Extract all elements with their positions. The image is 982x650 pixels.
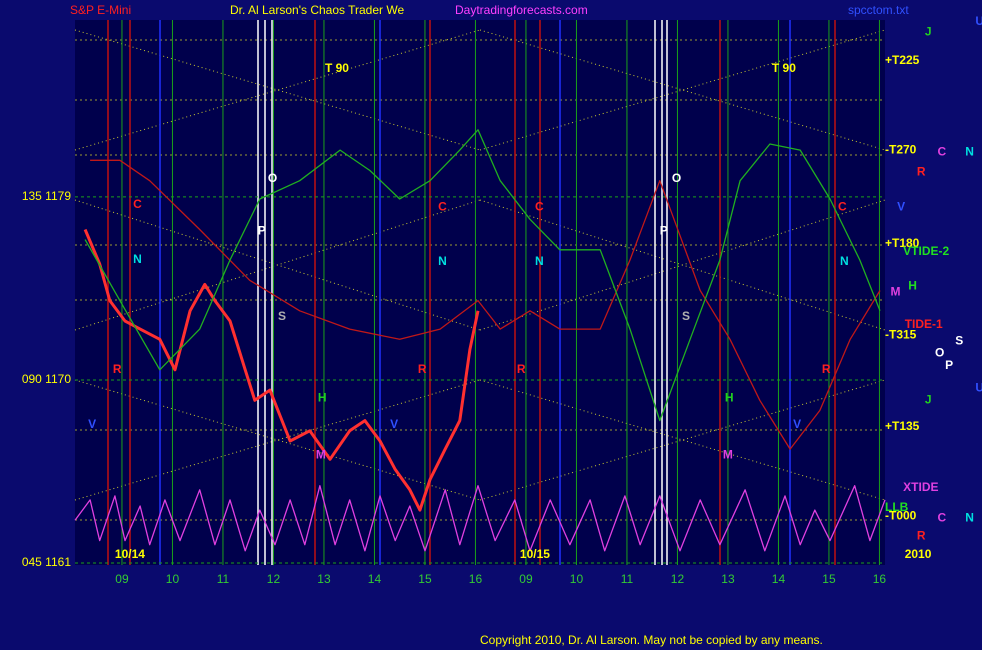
annotation: 10/15 — [520, 547, 550, 561]
annotation: N — [840, 254, 849, 268]
annotation: U — [975, 380, 982, 394]
annotation: N — [965, 144, 974, 158]
annotation: C — [938, 510, 947, 524]
annotation: +T180 — [885, 236, 920, 250]
annotation: V — [793, 417, 801, 431]
annotation: S — [955, 333, 963, 347]
x-tick-label: 10 — [166, 572, 180, 586]
diagonal — [74, 199, 481, 331]
annotation: H — [725, 390, 734, 404]
diagonal — [479, 29, 886, 151]
annotation: C — [535, 199, 544, 213]
annotation: LLB — [885, 500, 909, 514]
x-tick-label: 09 — [519, 572, 533, 586]
annotation: C — [133, 197, 142, 211]
annotation: M — [891, 285, 901, 299]
annotation: R — [418, 362, 427, 376]
annotation: O — [935, 346, 944, 360]
diagonal — [74, 379, 481, 501]
annotation: T 90 — [325, 61, 349, 75]
annotation: M — [723, 447, 733, 461]
series-line — [90, 159, 881, 450]
diagonal — [479, 379, 886, 501]
chart-title: Dr. Al Larson's Chaos Trader We — [230, 3, 404, 17]
annotation: S — [682, 309, 690, 323]
annotation: 2010 — [905, 547, 932, 561]
annotation: P — [660, 224, 668, 238]
annotation: R — [822, 362, 831, 376]
annotation: N — [965, 510, 974, 524]
diagonal — [479, 199, 886, 331]
x-tick-label: 12 — [671, 572, 685, 586]
annotation: O — [672, 171, 681, 185]
annotation: N — [133, 252, 142, 266]
annotation: C — [438, 199, 447, 213]
annotation: V — [897, 199, 905, 213]
website: Daytradingforecasts.com — [455, 3, 588, 17]
x-tick-label: 10 — [570, 572, 584, 586]
annotation: J — [925, 392, 932, 406]
annotation: XTIDE — [903, 480, 938, 494]
annotation: +T225 — [885, 53, 920, 67]
annotation: N — [438, 254, 447, 268]
annotation: C — [938, 144, 947, 158]
series-line — [83, 228, 480, 512]
x-tick-label: 11 — [621, 572, 634, 586]
y-tick-label: 090 1170 — [22, 372, 71, 386]
diagonal — [479, 379, 886, 501]
x-tick-label: 15 — [418, 572, 432, 586]
annotation: -T000 — [885, 508, 917, 522]
annotation: R — [517, 362, 526, 376]
annotation: C — [838, 199, 847, 213]
diagonal — [74, 379, 481, 501]
x-tick-label: 15 — [822, 572, 836, 586]
x-tick-label: 16 — [873, 572, 887, 586]
y-tick-label: 045 1161 — [22, 555, 71, 569]
diagonal — [479, 29, 886, 151]
annotation: J — [925, 24, 932, 38]
annotation: V — [88, 417, 96, 431]
series-line — [84, 129, 881, 422]
annotation: 10/14 — [115, 547, 145, 561]
annotation: R — [113, 362, 122, 376]
symbol: S&P E-Mini — [70, 3, 131, 17]
annotation: S — [278, 309, 286, 323]
x-tick-label: 12 — [267, 572, 281, 586]
annotation: R — [917, 529, 926, 543]
x-tick-label: 14 — [772, 572, 786, 586]
x-tick-label: 11 — [217, 572, 230, 586]
annotation: P — [945, 358, 953, 372]
x-tick-label: 13 — [721, 572, 735, 586]
diagonal — [74, 29, 481, 151]
annotation: -T315 — [885, 327, 917, 341]
annotation: V — [390, 417, 398, 431]
decor — [74, 20, 886, 565]
annotation: T 90 — [772, 61, 796, 75]
x-tick-label: 13 — [317, 572, 331, 586]
annotation: O — [268, 171, 277, 185]
y-tick-label: 135 1179 — [22, 189, 71, 203]
x-tick-label: 14 — [368, 572, 382, 586]
copyright: Copyright 2010, Dr. Al Larson. May not b… — [480, 633, 823, 647]
annotation: +T135 — [885, 419, 920, 433]
annotation: R — [917, 165, 926, 179]
annotation: M — [316, 447, 326, 461]
annotation: VTIDE-2 — [903, 244, 949, 258]
annotation: H — [908, 279, 917, 293]
annotation: P — [258, 224, 266, 238]
annotation: N — [535, 254, 544, 268]
annotation: -T270 — [885, 142, 917, 156]
series-line — [74, 485, 886, 552]
diagonal — [74, 29, 481, 151]
plot-area — [75, 20, 885, 565]
x-tick-label: 16 — [469, 572, 483, 586]
filename: spcctom.txt — [848, 3, 909, 17]
annotation: H — [318, 390, 327, 404]
annotation: U — [975, 14, 982, 28]
annotation: TIDE-1 — [905, 317, 943, 331]
x-tick-label: 09 — [115, 572, 129, 586]
